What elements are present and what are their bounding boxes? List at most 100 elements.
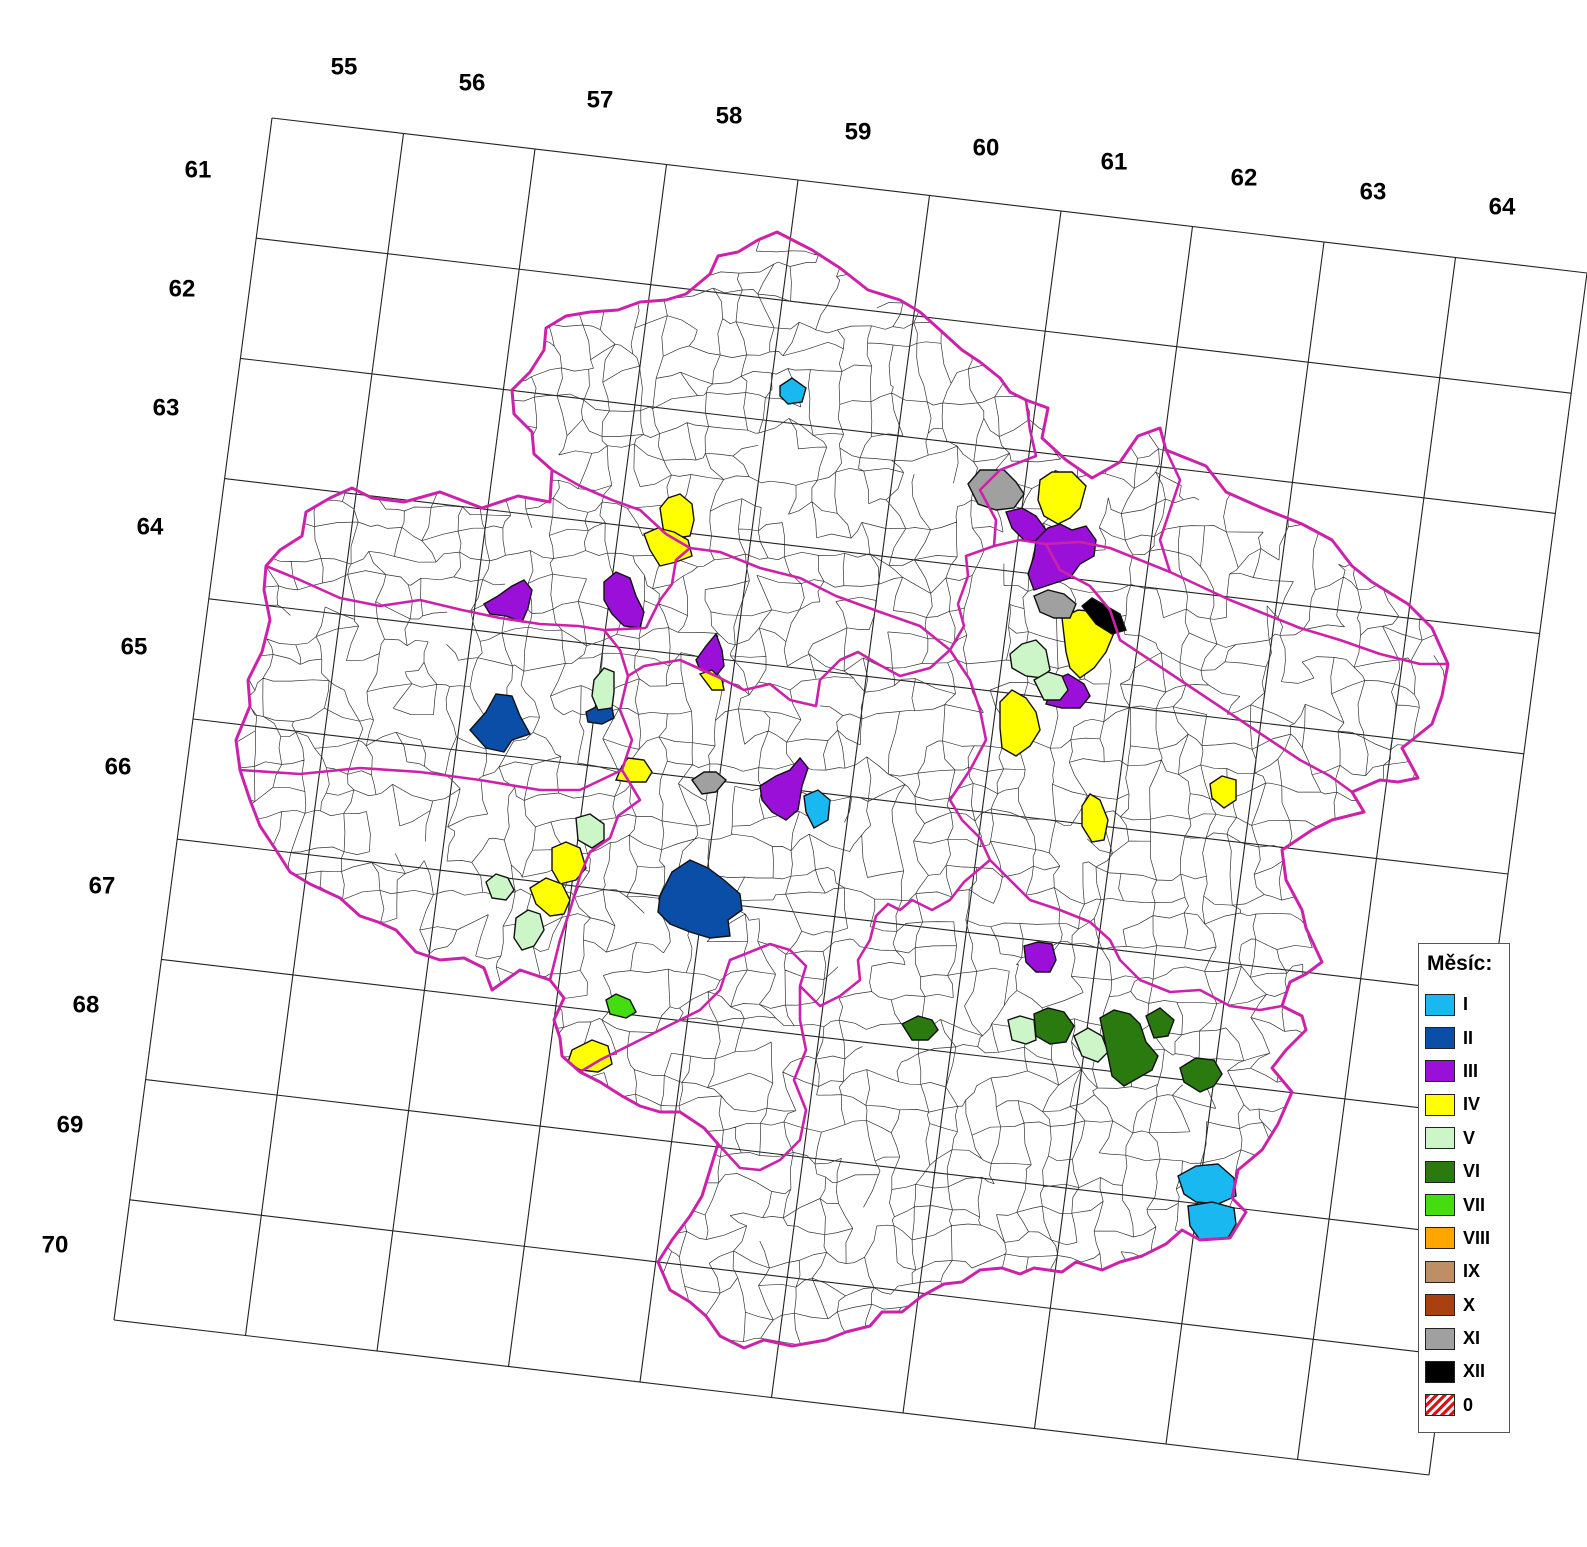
column-label: 57 — [587, 86, 614, 113]
legend-item: VII — [1425, 1188, 1503, 1221]
legend-label: X — [1463, 1294, 1476, 1315]
row-label: 62 — [169, 275, 196, 302]
legend-item: III — [1425, 1055, 1503, 1088]
district-boundary — [602, 629, 951, 708]
row-labels: 61 62 63 64 65 66 67 68 69 70 — [42, 156, 212, 1258]
region-month-i — [803, 789, 831, 829]
region-month-vi — [1099, 1009, 1159, 1087]
legend-swatch — [1425, 993, 1455, 1016]
district-boundary — [548, 675, 642, 981]
district-boundary — [989, 859, 1283, 1012]
legend-label: XI — [1463, 1328, 1481, 1349]
district-boundary — [1044, 543, 1353, 794]
grid-line-horizontal — [161, 958, 1477, 1115]
legend-swatch — [1425, 1360, 1455, 1383]
legend-title: Měsíc: — [1427, 952, 1493, 975]
region-month-v — [591, 667, 615, 711]
legend-item: IV — [1425, 1088, 1503, 1121]
legend-label: II — [1463, 1027, 1474, 1048]
municipality-lines — [236, 232, 1448, 1348]
district-boundary — [239, 766, 623, 792]
legend-label: III — [1463, 1060, 1479, 1081]
column-label: 62 — [1231, 164, 1258, 191]
district-boundary — [1158, 449, 1182, 573]
grid-line-horizontal — [256, 237, 1572, 394]
region-month-iii — [1023, 941, 1057, 973]
region-month-iv — [529, 877, 571, 917]
legend-label: IX — [1463, 1261, 1481, 1282]
legend-label: VI — [1463, 1161, 1481, 1182]
district-boundaries — [234, 230, 1450, 1350]
region-month-iv — [1209, 775, 1237, 809]
column-labels: 55 56 57 58 59 60 61 62 63 64 — [331, 53, 1516, 220]
region-month-iv — [698, 669, 725, 691]
region-month-xi — [691, 771, 727, 795]
region-month-iv — [1037, 471, 1087, 525]
highlighted-regions — [469, 377, 1237, 1241]
legend-label: VII — [1463, 1194, 1486, 1215]
district-boundary — [717, 986, 808, 1172]
region-month-iii — [1027, 523, 1097, 591]
region-month-vi — [1145, 1007, 1175, 1039]
row-label: 70 — [42, 1231, 69, 1258]
region-month-v — [485, 873, 515, 901]
legend-label: IV — [1463, 1094, 1481, 1115]
column-label: 55 — [331, 53, 358, 80]
region-month-vi — [900, 1015, 939, 1041]
column-label: 58 — [716, 102, 743, 129]
municipality-borders — [236, 232, 1448, 1348]
grid-line-horizontal — [113, 1319, 1430, 1476]
legend-label: I — [1463, 994, 1469, 1015]
row-label: 61 — [185, 156, 212, 183]
region-outline — [234, 230, 1450, 1350]
legend-swatch — [1425, 1060, 1455, 1083]
legend-swatch — [1425, 1127, 1455, 1150]
district-boundary — [265, 564, 647, 632]
legend: Měsíc: I II III IV V VI VII VIII IX X XI XII 0 — [1418, 943, 1510, 1433]
district-boundary — [644, 538, 1448, 666]
legend-swatch — [1425, 1394, 1455, 1417]
municipality-mesh — [236, 232, 1448, 1348]
district-boundary — [978, 399, 1038, 547]
row-label: 66 — [105, 753, 132, 780]
region-month-vii — [605, 993, 637, 1019]
column-label: 56 — [459, 69, 486, 96]
region-month-vi — [1033, 1007, 1075, 1045]
legend-item: XI — [1425, 1322, 1503, 1355]
grid-line-horizontal — [192, 718, 1509, 875]
region-month-ii — [469, 693, 532, 753]
grid-line-horizontal — [129, 1199, 1445, 1356]
region-month-iv — [999, 689, 1041, 757]
grid-line-horizontal — [208, 598, 1524, 755]
region-month-v — [575, 813, 605, 849]
legend-swatch — [1425, 1227, 1455, 1250]
legend-swatch — [1425, 1294, 1455, 1317]
region-month-iv — [551, 841, 587, 885]
row-label: 67 — [89, 872, 116, 899]
legend-item: VIII — [1425, 1222, 1503, 1255]
district-boundary — [551, 468, 691, 550]
region-month-v — [513, 909, 545, 951]
column-label: 59 — [845, 118, 872, 145]
region-month-xi — [967, 469, 1025, 511]
legend-items: I II III IV V VI VII VIII IX X XI XII 0 — [1425, 988, 1503, 1422]
region-month-v — [1009, 639, 1051, 679]
row-label: 68 — [73, 991, 100, 1018]
region-month-ii — [657, 859, 743, 939]
region-month-i — [1177, 1163, 1237, 1205]
legend-swatch — [1425, 1027, 1455, 1050]
column-label: 63 — [1360, 178, 1387, 205]
legend-label: VIII — [1463, 1227, 1491, 1248]
legend-item: IX — [1425, 1255, 1503, 1288]
legend-swatch — [1425, 1260, 1455, 1283]
legend-label: V — [1463, 1127, 1476, 1148]
grid-line-horizontal — [240, 357, 1556, 514]
grid-lines — [113, 117, 1587, 1476]
legend-item: X — [1425, 1289, 1503, 1322]
region-month-i — [779, 377, 807, 405]
region-month-i — [1187, 1201, 1237, 1241]
row-label: 65 — [121, 633, 148, 660]
legend-swatch — [1425, 1093, 1455, 1116]
legend-label: XII — [1463, 1361, 1486, 1382]
legend-item: 0 — [1425, 1389, 1503, 1422]
